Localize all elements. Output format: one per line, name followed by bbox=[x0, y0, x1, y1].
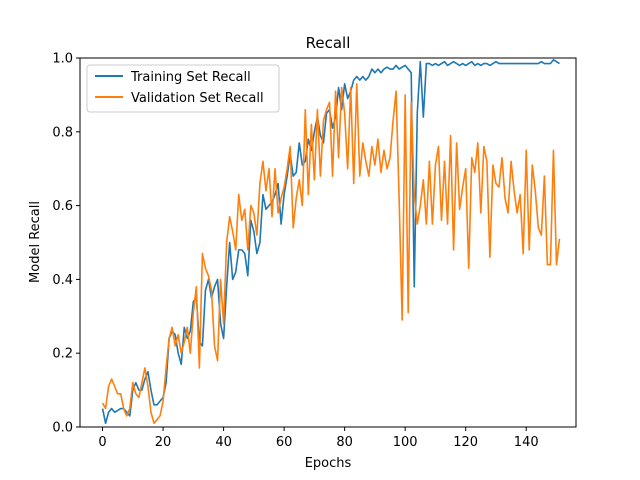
y-tick-label: 0.8 bbox=[52, 125, 73, 140]
x-axis: 0 20 40 60 80 100 120 140 bbox=[98, 427, 539, 450]
y-tick-label: 0.0 bbox=[52, 421, 73, 436]
y-tick-label: 0.2 bbox=[52, 347, 73, 362]
x-tick-label: 20 bbox=[155, 435, 172, 450]
x-tick-label: 140 bbox=[514, 435, 539, 450]
plot-frame bbox=[79, 57, 577, 428]
y-axis: 0.0 0.2 0.4 0.6 0.8 1.0 bbox=[52, 52, 80, 436]
y-axis-label: Model Recall bbox=[28, 201, 43, 283]
plot-area bbox=[79, 57, 577, 428]
y-tick-label: 1.0 bbox=[52, 52, 73, 67]
series-line-training bbox=[101, 59, 560, 425]
legend-box bbox=[86, 64, 280, 113]
series-layer bbox=[101, 59, 561, 425]
x-tick-label: 60 bbox=[276, 435, 293, 450]
series-line-validation bbox=[101, 83, 561, 425]
x-tick-label: 100 bbox=[393, 435, 418, 450]
chart-title: Recall bbox=[306, 34, 351, 52]
legend: Training Set Recall Validation Set Recal… bbox=[86, 64, 280, 113]
x-tick-label: 80 bbox=[336, 435, 353, 450]
y-tick-label: 0.6 bbox=[52, 199, 73, 214]
y-tick-label: 0.4 bbox=[52, 273, 73, 288]
x-axis-label: Epochs bbox=[305, 456, 352, 471]
x-tick-label: 120 bbox=[453, 435, 478, 450]
x-tick-label: 40 bbox=[215, 435, 232, 450]
legend-label-training: Training Set Recall bbox=[130, 70, 251, 85]
legend-label-validation: Validation Set Recall bbox=[131, 91, 264, 106]
x-tick-label: 0 bbox=[98, 435, 106, 450]
